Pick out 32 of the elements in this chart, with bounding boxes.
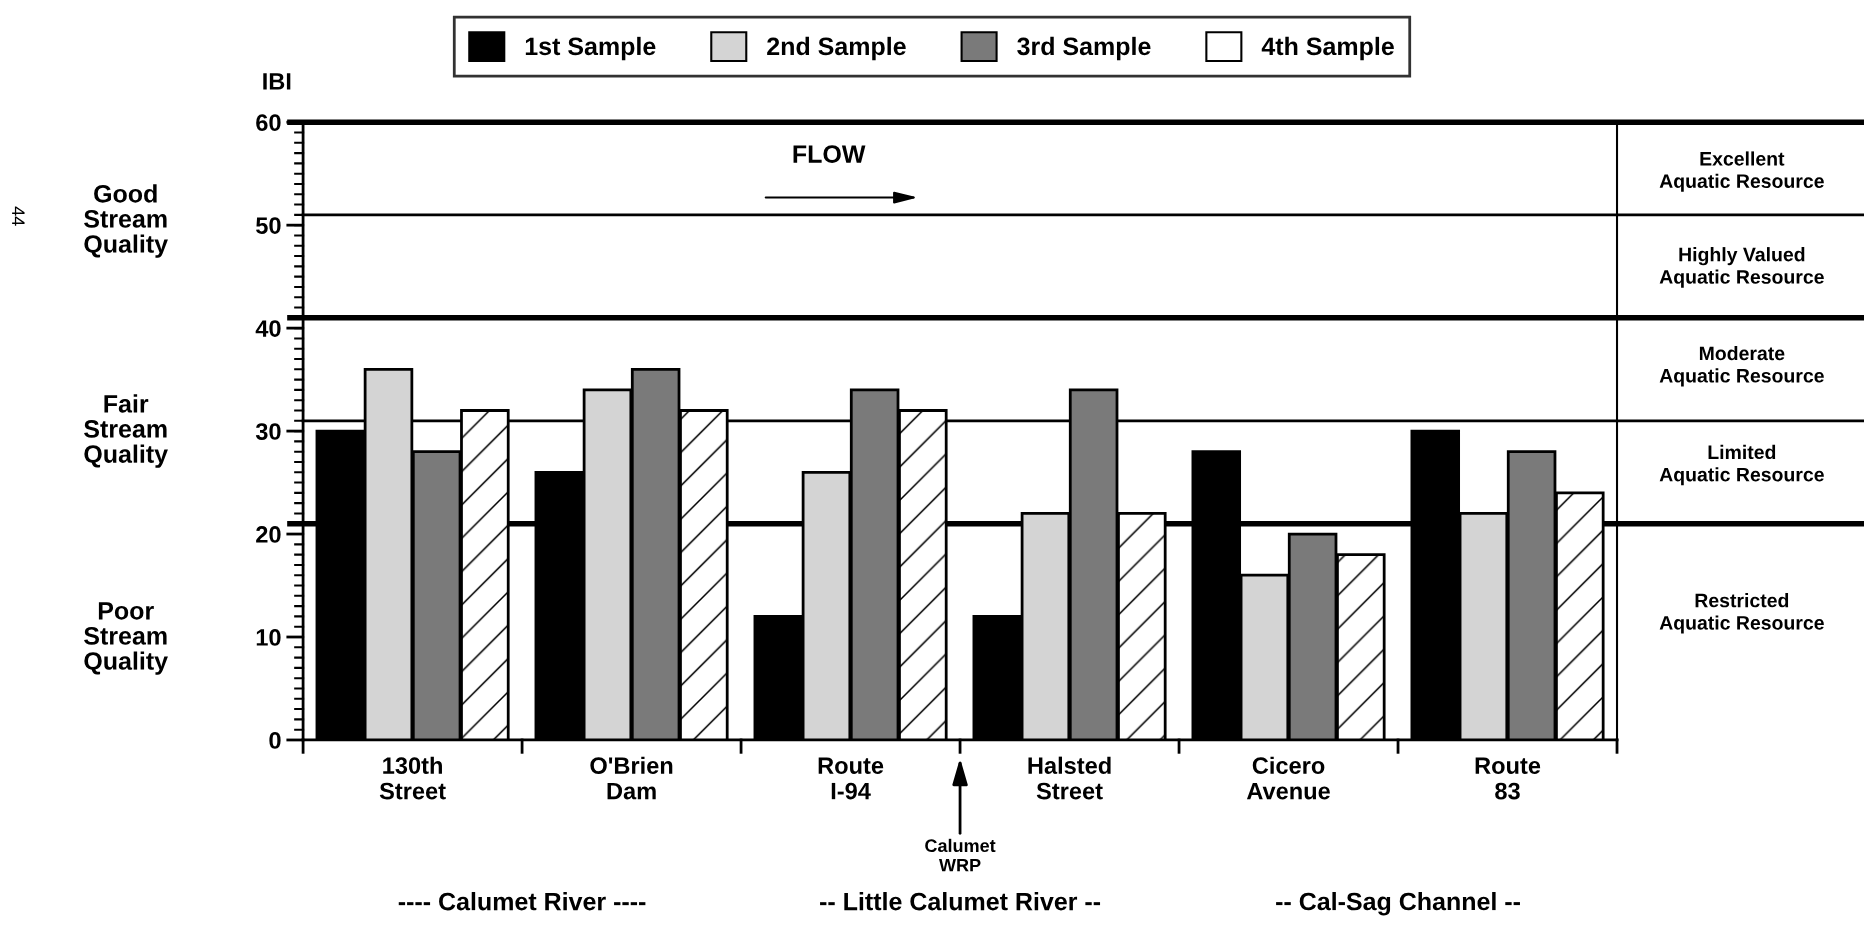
x-tick-label: Cicero Avenue xyxy=(1246,756,1330,800)
text: Good Stream Quality xyxy=(84,184,168,258)
text: Limited Aquatic Resource xyxy=(1659,444,1824,486)
text: 44 xyxy=(12,206,25,226)
y-tick-label: 60 xyxy=(256,114,281,131)
text: Poor Stream Quality xyxy=(84,602,168,675)
x-tick-label: 130th Street xyxy=(379,756,446,800)
y-tick-label: 10 xyxy=(256,629,281,646)
legend-label: 2nd Sample xyxy=(767,36,906,61)
text: Excellent Aquatic Resource xyxy=(1659,151,1824,192)
y-tick-label: 40 xyxy=(255,320,281,337)
legend-label: 3rd Sample xyxy=(1017,36,1151,61)
text: Highly Valued Aquatic Resource xyxy=(1659,247,1824,288)
legend-label: 1st Sample xyxy=(525,36,656,61)
x-tick-label: O'Brien Dam xyxy=(590,756,673,800)
text: Moderate Aquatic Resource xyxy=(1659,345,1824,387)
text: Fair Stream Quality xyxy=(84,394,168,468)
x-tick-label: Route I-94 xyxy=(818,757,884,800)
text: Restricted Aquatic Resource xyxy=(1659,593,1824,634)
x-tick-label: Route 83 xyxy=(1475,757,1541,800)
annotation: FLOW xyxy=(793,145,866,163)
x-tick-label: Halsted Street xyxy=(1028,756,1111,800)
text: Calumet WRP xyxy=(925,838,996,872)
y-axis-title: IBI xyxy=(263,73,291,90)
y-tick-label: 50 xyxy=(256,217,281,234)
text: ---- Calumet River ---- xyxy=(398,892,646,911)
legend-label: 4th Sample xyxy=(1261,36,1394,61)
y-tick-label: 30 xyxy=(255,423,281,440)
text: -- Little Calumet River -- xyxy=(820,892,1101,911)
y-tick-label: 20 xyxy=(256,526,281,543)
y-tick-label: 0 xyxy=(269,732,281,749)
text: -- Cal-Sag Channel -- xyxy=(1276,891,1520,916)
